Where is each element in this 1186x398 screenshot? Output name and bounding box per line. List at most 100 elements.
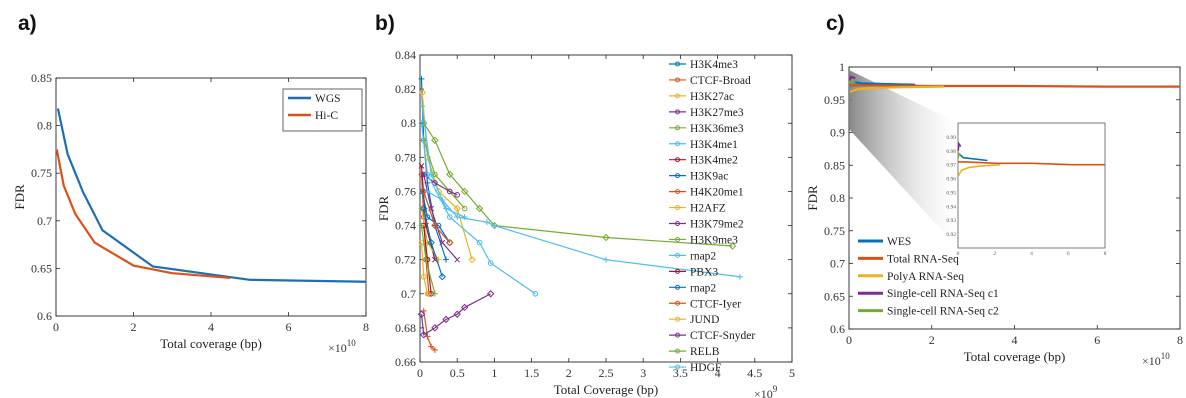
x-tick-label: 3.5: [673, 366, 688, 380]
data-point: [438, 273, 447, 281]
y-tick-label: 0.85: [31, 71, 52, 85]
data-point: [460, 187, 469, 196]
data-point: [420, 273, 427, 280]
data-point: [602, 233, 610, 242]
series-line: [423, 122, 733, 247]
y-tick-label: 0.84: [395, 48, 416, 62]
y-tick-label: 0.66: [395, 355, 416, 369]
data-point: [453, 310, 461, 318]
legend-entry: HDGF: [690, 362, 721, 374]
x-tick-label: 3: [640, 366, 646, 380]
series-line: [423, 310, 436, 351]
data-point: [443, 256, 450, 263]
legend-marker: [675, 348, 680, 354]
legend-entry: Single-cell RNA-Seq c1: [887, 288, 999, 300]
legend-marker: [675, 284, 680, 290]
series-group: [848, 75, 1180, 93]
x-tick-label: 4: [1012, 333, 1018, 347]
data-point: [431, 221, 439, 230]
data-point: [454, 256, 461, 263]
y-tick-label: 0.75: [31, 166, 52, 180]
y-tick-label: 0.7: [401, 287, 416, 301]
data-point: [424, 188, 431, 195]
legend-box: [282, 88, 363, 132]
y-tick-label: 0.6: [37, 309, 52, 323]
y-tick-label: 1: [839, 60, 845, 74]
y-tick-label: 0.75: [824, 224, 845, 238]
series-line: [55, 149, 231, 280]
data-point: [446, 170, 454, 179]
data-point: [446, 188, 453, 195]
legend-marker: [675, 189, 680, 195]
x-tick-label: 0.5: [450, 366, 465, 380]
x-tick-label: 5: [789, 366, 795, 380]
x-tick-label: 6: [1094, 333, 1100, 347]
plot-frame: [419, 54, 793, 363]
legend-entry: Single-cell RNA-Seq c2: [887, 306, 999, 318]
series-group: [417, 75, 743, 354]
inset-frame: [957, 122, 1106, 249]
legend-entry: WES: [887, 236, 911, 248]
data-point: [736, 273, 743, 280]
data-point: [418, 120, 425, 127]
data-point: [491, 222, 498, 229]
inset-series-line: [957, 163, 1001, 177]
series-line: [849, 85, 945, 93]
y-tick-label: 0.76: [395, 184, 416, 198]
legend-entry: H3K36me3: [690, 123, 744, 135]
x-tick-label: 1.5: [524, 366, 539, 380]
legend: WGS Hi-C: [282, 88, 363, 132]
legend-entry: PolyA RNA-Seq: [887, 271, 964, 283]
series-line: [420, 123, 536, 295]
x-scale-exponent: 9: [773, 384, 778, 394]
legend-marker: [675, 364, 680, 370]
legend-marker: [675, 125, 680, 131]
x-tick-label: 2: [131, 320, 137, 334]
data-point: [431, 324, 439, 332]
y-tick-label: 0.74: [395, 219, 416, 233]
data-point: [435, 222, 442, 229]
series-group: [55, 108, 367, 283]
x-tick-label: 6: [286, 320, 292, 334]
data-point: [431, 136, 439, 144]
legend-entry: CTCF-Broad: [690, 75, 751, 87]
data-point: [420, 187, 428, 196]
inset-series-line: [957, 141, 962, 151]
legend-marker: [675, 93, 680, 99]
series-line: [849, 84, 1180, 88]
data-point: [418, 205, 425, 212]
y-tick-label: 0.8: [830, 191, 845, 205]
data-point: [419, 103, 426, 110]
inset-x-tick-label: 0: [957, 251, 960, 257]
legend-marker: [675, 157, 680, 163]
legend-entry: JUND: [690, 314, 719, 326]
legend-entry: CTCF-Iyer: [690, 298, 741, 310]
inset-y-tick-label: 0.99: [946, 135, 956, 141]
legend-marker: [675, 109, 680, 115]
inset-y-tick-label: 0.95: [946, 190, 956, 196]
inset-series-line: [958, 161, 1105, 166]
chart-panel-3: c) 0 2 4 6 8 0.6 0.65 0.7 0.75 0.8 0.85 0.9 0.95 1 Tota…: [805, 12, 1183, 368]
data-point: [454, 214, 461, 221]
x-tick-label: 4: [208, 320, 214, 334]
series-line: [56, 108, 367, 283]
inset-y-tick-label: 0.98: [946, 149, 956, 155]
data-point: [427, 238, 435, 247]
data-point: [424, 290, 431, 297]
y-tick-label: 0.9: [830, 126, 845, 140]
zoom-cone: [849, 70, 958, 248]
x-tick-label: 8: [1177, 333, 1183, 347]
data-point: [420, 204, 428, 213]
series-line: [423, 191, 451, 244]
x-tick-label: 4.5: [747, 366, 762, 380]
inset-y-tick-label: 0.97: [946, 163, 956, 169]
x-tick-label: 4: [715, 366, 721, 380]
legend: WES Total RNA-Seq PolyA RNA-Seq Single-cell…: [858, 236, 999, 318]
legend-entry: H3K4me3: [690, 59, 738, 71]
inset-x-tick-label: 4: [1030, 251, 1033, 257]
series-line: [423, 208, 443, 277]
data-point: [461, 205, 468, 212]
data-point: [454, 192, 461, 198]
legend-entry: RELB: [690, 346, 720, 358]
